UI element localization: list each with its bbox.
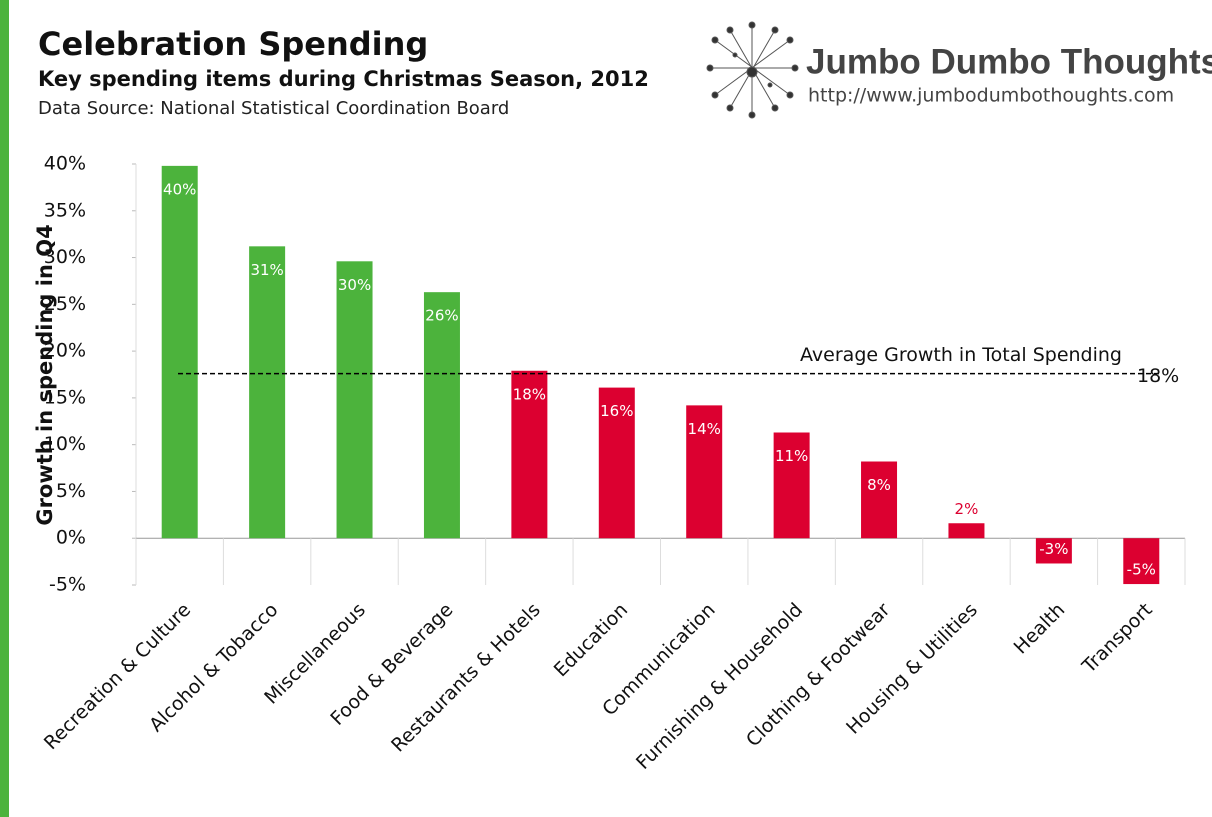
bar <box>161 165 198 539</box>
value-label: 30% <box>338 276 371 294</box>
brand-url: http://www.jumbodumbothoughts.com <box>808 85 1174 107</box>
y-tick-label: 25% <box>44 293 86 315</box>
average-value-label: 18% <box>1137 365 1179 387</box>
value-label: 18% <box>513 385 546 403</box>
y-tick-label: 5% <box>56 480 86 502</box>
value-label: 16% <box>600 402 633 420</box>
y-tick-label: 20% <box>44 340 86 362</box>
value-label: 8% <box>867 476 891 494</box>
bar <box>861 461 898 539</box>
value-label: 14% <box>688 420 721 438</box>
bar <box>948 523 985 539</box>
y-tick-label: 0% <box>56 527 86 549</box>
average-label: Average Growth in Total Spending <box>800 344 1122 366</box>
value-label: 40% <box>163 180 196 198</box>
value-label: -3% <box>1039 540 1068 558</box>
bar <box>773 432 810 539</box>
y-tick-label: 40% <box>44 153 86 175</box>
y-tick-label: 30% <box>44 246 86 268</box>
y-axis-title: Growth in spending in Q4 <box>33 224 57 525</box>
logo-icon <box>706 21 799 119</box>
bar <box>336 261 373 539</box>
y-tick-label: 35% <box>44 199 86 221</box>
bar <box>423 292 460 539</box>
value-label: 26% <box>425 307 458 325</box>
source: Data Source: National Statistical Coordi… <box>38 98 509 119</box>
value-label: 31% <box>250 261 283 279</box>
value-label: 11% <box>775 447 808 465</box>
value-label: 2% <box>955 500 979 518</box>
y-tick-label: 10% <box>44 433 86 455</box>
value-label: -5% <box>1127 561 1156 579</box>
bar <box>1035 538 1072 564</box>
chart-title: Celebration Spending <box>38 25 428 63</box>
accent-strip <box>0 0 9 817</box>
bar <box>686 405 723 539</box>
brand: Jumbo Dumbo Thoughts <box>806 42 1212 81</box>
chart-subtitle: Key spending items during Christmas Seas… <box>38 67 649 91</box>
bar <box>598 387 635 539</box>
y-tick-label: 15% <box>44 386 86 408</box>
bar <box>511 370 548 539</box>
bar <box>249 246 286 539</box>
bar <box>1123 538 1160 585</box>
y-tick-label: -5% <box>49 574 86 596</box>
